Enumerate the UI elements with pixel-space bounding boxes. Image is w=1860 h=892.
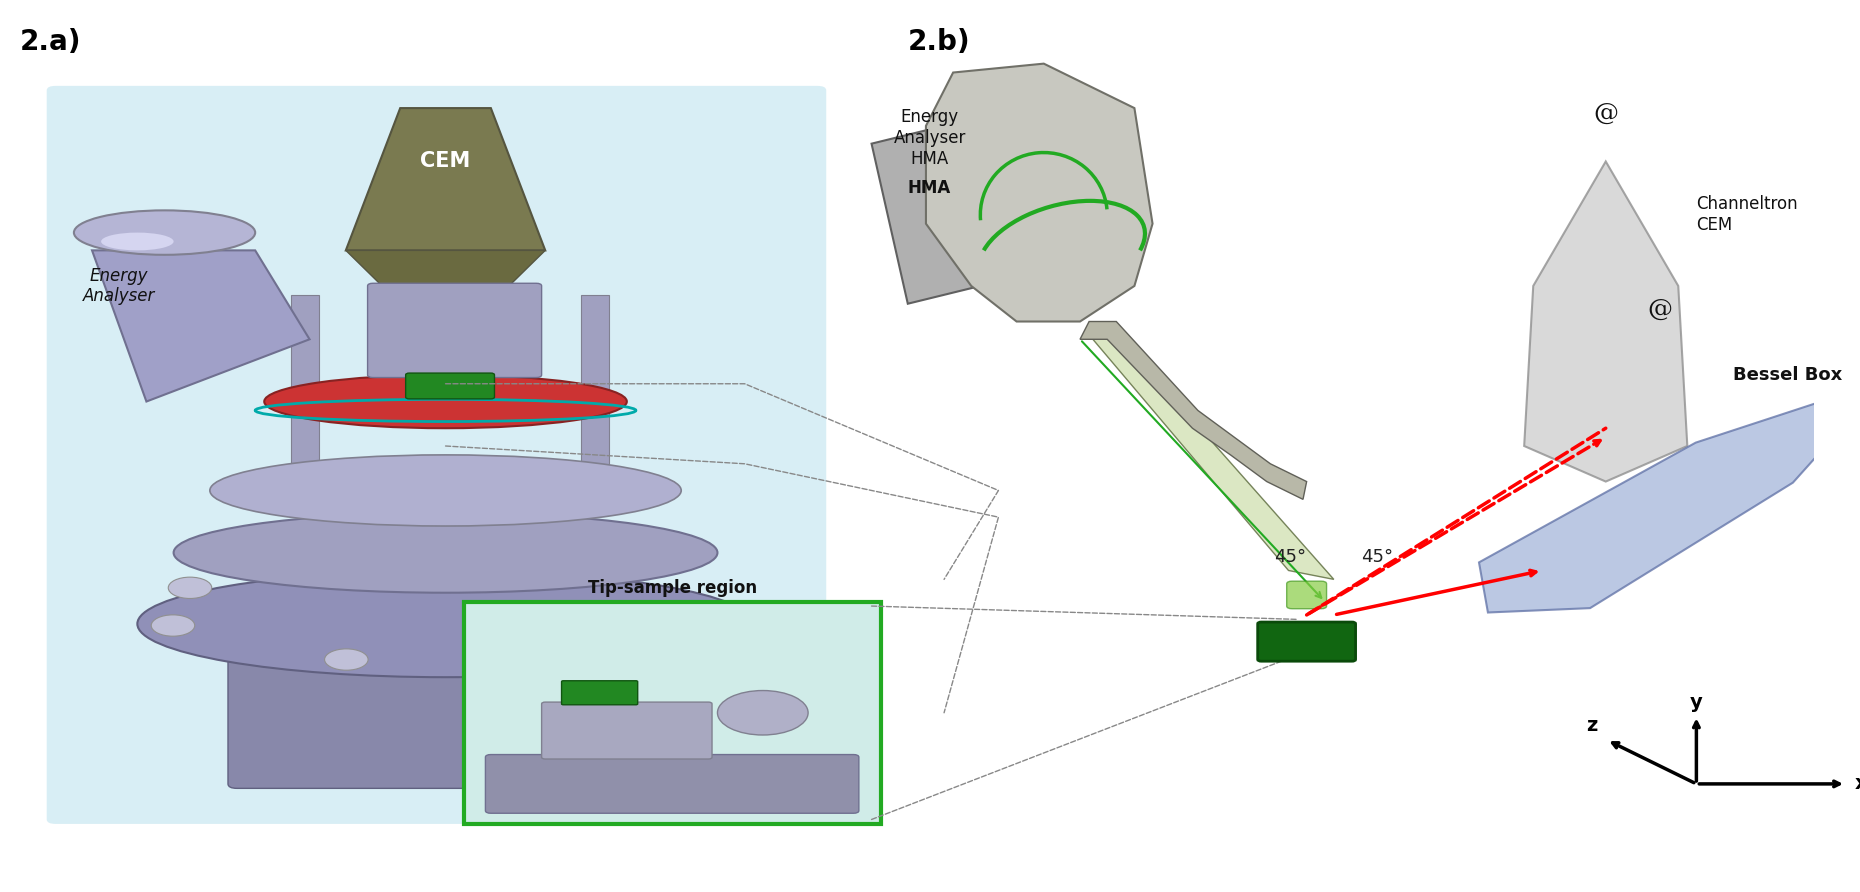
Polygon shape bbox=[1090, 334, 1334, 580]
Text: Bessel Box: Bessel Box bbox=[1734, 366, 1841, 384]
FancyBboxPatch shape bbox=[463, 601, 880, 824]
Text: Channeltron
CEM: Channeltron CEM bbox=[1696, 195, 1799, 235]
Text: y: y bbox=[1691, 693, 1702, 712]
Ellipse shape bbox=[100, 233, 173, 251]
Circle shape bbox=[560, 641, 603, 663]
FancyBboxPatch shape bbox=[368, 284, 541, 377]
Ellipse shape bbox=[264, 375, 627, 428]
Text: 2.a): 2.a) bbox=[19, 28, 82, 56]
Text: z: z bbox=[1587, 716, 1598, 735]
Ellipse shape bbox=[74, 211, 255, 255]
FancyBboxPatch shape bbox=[562, 681, 638, 705]
Ellipse shape bbox=[173, 513, 718, 592]
Text: @: @ bbox=[1648, 299, 1672, 321]
FancyBboxPatch shape bbox=[485, 755, 859, 814]
FancyBboxPatch shape bbox=[541, 702, 712, 759]
Polygon shape bbox=[91, 251, 309, 401]
Polygon shape bbox=[1479, 381, 1860, 613]
Circle shape bbox=[326, 648, 368, 670]
Text: Tip-sample region: Tip-sample region bbox=[588, 579, 757, 597]
Text: Energy
Analyser: Energy Analyser bbox=[84, 267, 156, 305]
Circle shape bbox=[151, 615, 195, 636]
Text: CEM: CEM bbox=[420, 152, 471, 171]
Text: Energy
Analyser
HMA: Energy Analyser HMA bbox=[893, 108, 965, 168]
Circle shape bbox=[718, 690, 807, 735]
Polygon shape bbox=[1081, 321, 1306, 500]
Ellipse shape bbox=[210, 455, 681, 526]
FancyBboxPatch shape bbox=[1287, 582, 1326, 608]
Text: 2.b): 2.b) bbox=[908, 28, 971, 56]
FancyBboxPatch shape bbox=[229, 601, 645, 789]
Polygon shape bbox=[1523, 161, 1687, 482]
Polygon shape bbox=[926, 63, 1153, 321]
Bar bbox=[292, 295, 318, 491]
Text: x: x bbox=[1854, 774, 1860, 793]
FancyBboxPatch shape bbox=[1257, 622, 1356, 661]
Circle shape bbox=[167, 577, 212, 599]
Polygon shape bbox=[872, 90, 1125, 303]
FancyBboxPatch shape bbox=[405, 373, 495, 399]
Polygon shape bbox=[346, 251, 545, 312]
FancyBboxPatch shape bbox=[46, 86, 826, 824]
Ellipse shape bbox=[138, 571, 753, 677]
Text: HMA: HMA bbox=[908, 179, 950, 197]
Text: 45°: 45° bbox=[1274, 548, 1306, 566]
Text: @: @ bbox=[1594, 103, 1618, 126]
Bar bbox=[582, 295, 608, 491]
Polygon shape bbox=[346, 108, 545, 251]
Text: 45°: 45° bbox=[1362, 548, 1393, 566]
